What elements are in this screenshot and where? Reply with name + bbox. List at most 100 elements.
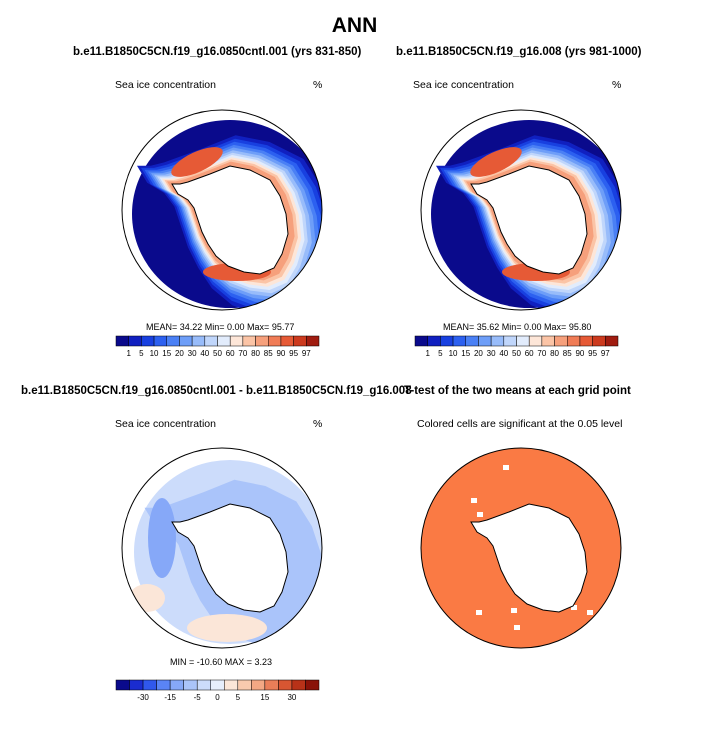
colorbar-label: 95 bbox=[588, 349, 598, 358]
colorbar-swatch bbox=[452, 335, 466, 347]
colorbar-label: 50 bbox=[512, 349, 521, 358]
panel1-stats: MEAN= 34.22 Min= 0.00 Max= 95.77 bbox=[146, 322, 295, 332]
colorbar-swatch bbox=[237, 679, 252, 691]
colorbar-label: 20 bbox=[473, 349, 483, 358]
ice-core-weddell bbox=[171, 147, 223, 177]
panel2-title: b.e11.B1850C5CN.f19_g16.008 (yrs 981-100… bbox=[396, 46, 642, 58]
colorbar-swatch bbox=[414, 335, 428, 347]
colorbar-label: 80 bbox=[251, 349, 261, 358]
colorbar-swatch bbox=[554, 335, 568, 347]
colorbar-swatch bbox=[166, 335, 180, 347]
colorbar-swatch bbox=[291, 679, 306, 691]
nonsignificant-cell bbox=[587, 610, 593, 615]
colorbar-label: 15 bbox=[461, 349, 471, 358]
colorbar-label: 10 bbox=[149, 349, 159, 358]
colorbar-swatch bbox=[224, 679, 239, 691]
colorbar-swatch bbox=[516, 335, 530, 347]
colorbar-swatch bbox=[196, 679, 211, 691]
colorbar-swatch bbox=[264, 679, 279, 691]
colorbar-swatch bbox=[579, 335, 593, 347]
nonsignificant-cell bbox=[511, 608, 517, 613]
panel1-polar-map bbox=[121, 109, 323, 311]
colorbar-label: 85 bbox=[263, 349, 273, 358]
panel2-polar-map bbox=[420, 109, 622, 311]
panel3-polar-map bbox=[121, 447, 323, 649]
map-border bbox=[121, 109, 323, 311]
panel1-title: b.e11.B1850C5CN.f19_g16.0850cntl.001 (yr… bbox=[73, 46, 362, 58]
colorbar-swatch bbox=[141, 335, 155, 347]
panel3-colorbar: -30 -15 -5 0 5 15 30 bbox=[115, 679, 320, 708]
colorbar-label: 1 bbox=[425, 349, 430, 358]
nonsignificant-cell bbox=[476, 610, 482, 615]
ice-field bbox=[421, 110, 621, 310]
colorbar-swatch bbox=[115, 679, 130, 691]
colorbar-swatches bbox=[414, 335, 619, 347]
colorbar-swatch bbox=[115, 335, 129, 347]
colorbar-label: -5 bbox=[193, 693, 201, 702]
colorbar-label: 90 bbox=[276, 349, 286, 358]
panel3-units: % bbox=[313, 418, 323, 430]
colorbar-label: 15 bbox=[260, 693, 270, 702]
colorbar-swatch bbox=[129, 679, 144, 691]
colorbar-swatch bbox=[306, 335, 320, 347]
colorbar-swatch bbox=[204, 335, 218, 347]
colorbar-label: 40 bbox=[499, 349, 509, 358]
colorbar-swatch bbox=[528, 335, 543, 347]
panel4-title: T-test of the two means at each grid poi… bbox=[404, 385, 631, 397]
panel1-units: % bbox=[313, 79, 323, 91]
colorbar-swatch bbox=[142, 679, 157, 691]
diff-peninsula-blue bbox=[148, 498, 176, 578]
panel3-title: b.e11.B1850C5CN.f19_g16.0850cntl.001 - b… bbox=[21, 385, 412, 397]
colorbar-swatch bbox=[217, 335, 231, 347]
colorbar-label: 97 bbox=[301, 349, 311, 358]
colorbar-label: 70 bbox=[238, 349, 248, 358]
colorbar-swatch bbox=[305, 679, 320, 691]
colorbar-swatch bbox=[242, 335, 256, 347]
map-border bbox=[121, 447, 323, 649]
antarctica-land bbox=[470, 503, 588, 613]
diff-field bbox=[122, 448, 322, 648]
colorbar-label: 30 bbox=[287, 693, 297, 702]
colorbar-label: 5 bbox=[438, 349, 443, 358]
diff-amundsen-positive bbox=[129, 584, 165, 612]
colorbar-label: 60 bbox=[524, 349, 534, 358]
ice-field bbox=[122, 110, 322, 310]
colorbar-swatch bbox=[128, 335, 142, 347]
nonsignificant-cell bbox=[514, 625, 520, 630]
colorbar-swatch bbox=[567, 335, 581, 347]
colorbar-swatch bbox=[156, 679, 171, 691]
colorbar-swatch bbox=[278, 679, 293, 691]
colorbar-swatches bbox=[115, 679, 320, 691]
colorbar-label: 97 bbox=[600, 349, 610, 358]
colorbar-label: 5 bbox=[139, 349, 144, 358]
colorbar-swatch bbox=[541, 335, 555, 347]
nonsignificant-cell bbox=[503, 465, 509, 470]
map-border bbox=[420, 109, 622, 311]
panel3-variable: Sea ice concentration bbox=[115, 418, 216, 430]
colorbar-label: 1 bbox=[126, 349, 131, 358]
colorbar-swatch bbox=[592, 335, 606, 347]
colorbar-label: 60 bbox=[225, 349, 235, 358]
colorbar-label: 50 bbox=[213, 349, 222, 358]
colorbar-label: 30 bbox=[486, 349, 496, 358]
colorbar-swatch bbox=[465, 335, 479, 347]
colorbar-label: 5 bbox=[235, 693, 241, 702]
colorbar-swatch bbox=[179, 335, 193, 347]
colorbar-label: 80 bbox=[550, 349, 560, 358]
colorbar-label: 15 bbox=[162, 349, 172, 358]
panel1-variable: Sea ice concentration bbox=[115, 79, 216, 91]
diff-ross-positive bbox=[187, 614, 267, 642]
colorbar-swatch bbox=[210, 679, 225, 691]
colorbar-swatch bbox=[183, 679, 198, 691]
nonsignificant-cell bbox=[571, 605, 577, 610]
colorbar-swatch bbox=[169, 679, 184, 691]
page-title: ANN bbox=[331, 14, 378, 37]
panel4-polar-map bbox=[420, 447, 622, 649]
ttest-field bbox=[421, 448, 621, 648]
colorbar-swatch bbox=[251, 679, 266, 691]
antarctica-land bbox=[171, 165, 289, 275]
colorbar-swatch bbox=[440, 335, 454, 347]
colorbar-label: -30 bbox=[137, 693, 149, 702]
nonsignificant-cell bbox=[471, 498, 477, 503]
colorbar-label: 90 bbox=[575, 349, 585, 358]
